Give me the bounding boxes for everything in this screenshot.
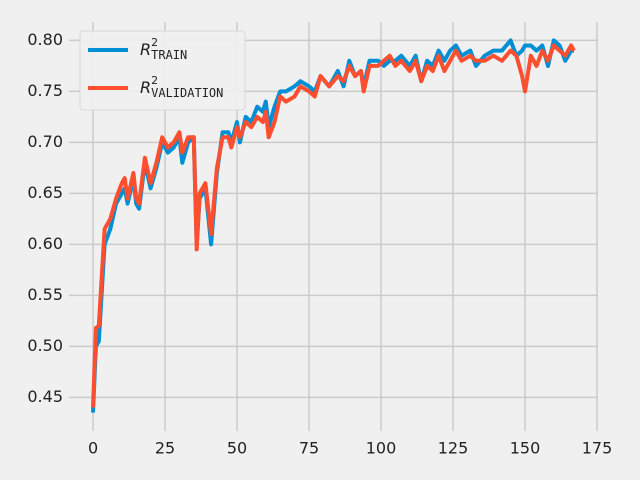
y-tick-label: 0.55 [27,285,63,304]
legend-name: R [140,78,151,97]
legend-label: R2 TRAIN [140,36,187,62]
x-tick-label: 25 [155,439,175,458]
x-tick-label: 75 [299,439,319,458]
x-tick-label: 0 [88,439,98,458]
legend-subscript: TRAIN [151,48,187,62]
legend-superscript: 2 [151,74,158,87]
legend-superscript: 2 [151,36,158,49]
x-tick-label: 150 [510,439,541,458]
y-tick-label: 0.75 [27,81,63,100]
y-tick-label: 0.45 [27,387,63,406]
y-tick-label: 0.60 [27,234,63,253]
x-tick-label: 175 [582,439,613,458]
x-tick-label: 50 [227,439,247,458]
y-tick-label: 0.70 [27,132,63,151]
y-tick-label: 0.65 [27,183,63,202]
y-tick-label: 0.80 [27,30,63,49]
legend-name: R [140,40,151,59]
legend-label: R2 VALIDATION [140,74,223,100]
x-tick-label: 125 [438,439,469,458]
legend-subscript: VALIDATION [151,86,223,100]
x-tick-label: 100 [366,439,397,458]
y-tick-label: 0.50 [27,336,63,355]
series-line [91,43,576,408]
